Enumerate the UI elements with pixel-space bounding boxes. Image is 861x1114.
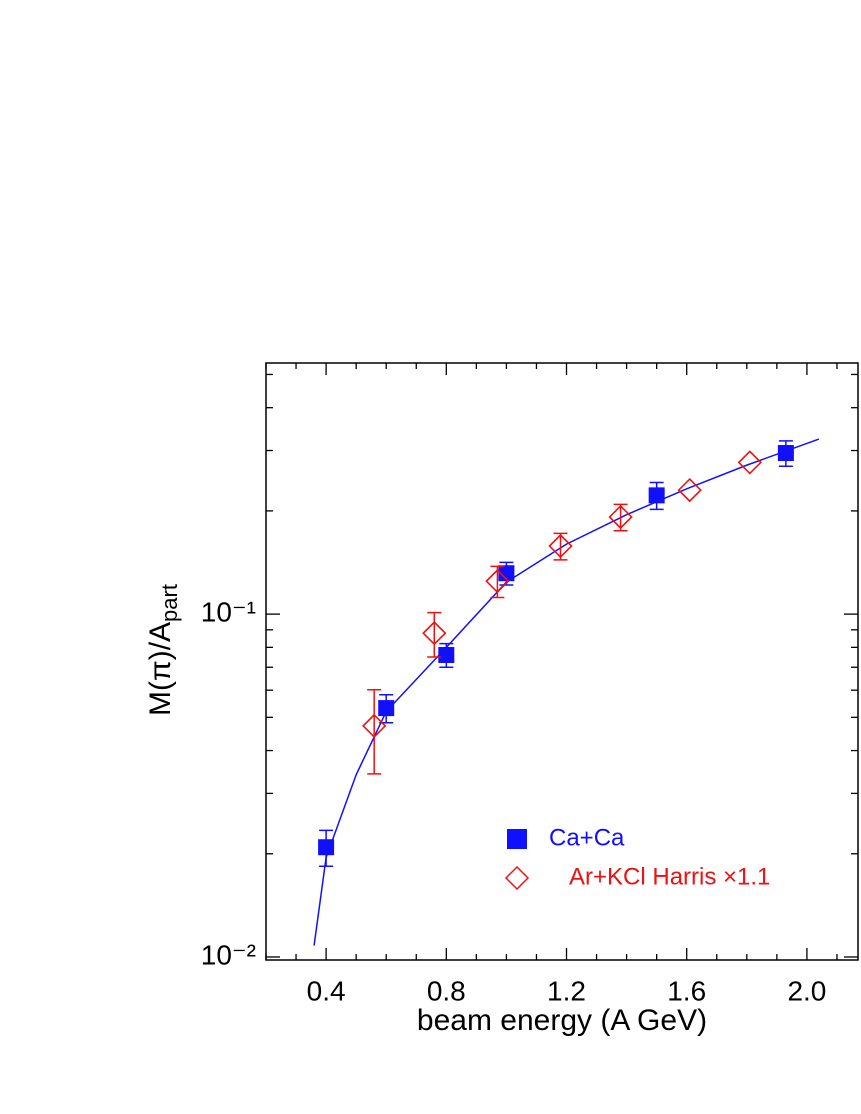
x-tick-label: 1.2 [547, 975, 586, 1006]
marker-diamond [737, 450, 762, 475]
y-axis-label-sub: part [157, 584, 182, 622]
legend-label: Ar+KCl Harris ×1.1 [569, 863, 770, 890]
error-bar [367, 688, 382, 775]
x-axis-label: beam energy (A GeV) [417, 1004, 707, 1037]
error-bar [613, 503, 628, 532]
y-axis-label: M(π)/Apart [144, 584, 182, 716]
legend-marker [507, 829, 527, 849]
marker-diamond [677, 477, 702, 503]
y-tick-label: 10⁻² [201, 939, 256, 970]
legend-label: Ca+Ca [549, 824, 625, 851]
marker-square [318, 839, 335, 856]
marker-square [498, 565, 515, 582]
y-axis-label-main: M(π)/A [144, 622, 177, 716]
x-tick-label: 0.4 [307, 975, 346, 1006]
marker-square [378, 700, 395, 717]
x-tick-label: 0.8 [427, 975, 466, 1006]
plot-frame [265, 362, 859, 961]
marker-diamond [422, 621, 447, 646]
legend-marker [504, 865, 530, 891]
marker-square [438, 646, 455, 663]
x-tick-label: 1.6 [667, 975, 706, 1006]
error-bar [553, 532, 568, 561]
marker-diamond [485, 568, 510, 594]
error-bar [427, 611, 442, 658]
marker-square [777, 445, 794, 462]
marker-diamond [608, 504, 633, 530]
marker-diamond [548, 533, 573, 559]
x-tick-label: 2.0 [787, 975, 826, 1006]
y-tick-label: 10⁻¹ [201, 597, 256, 628]
marker-square [648, 487, 665, 504]
marker-diamond [362, 713, 387, 739]
